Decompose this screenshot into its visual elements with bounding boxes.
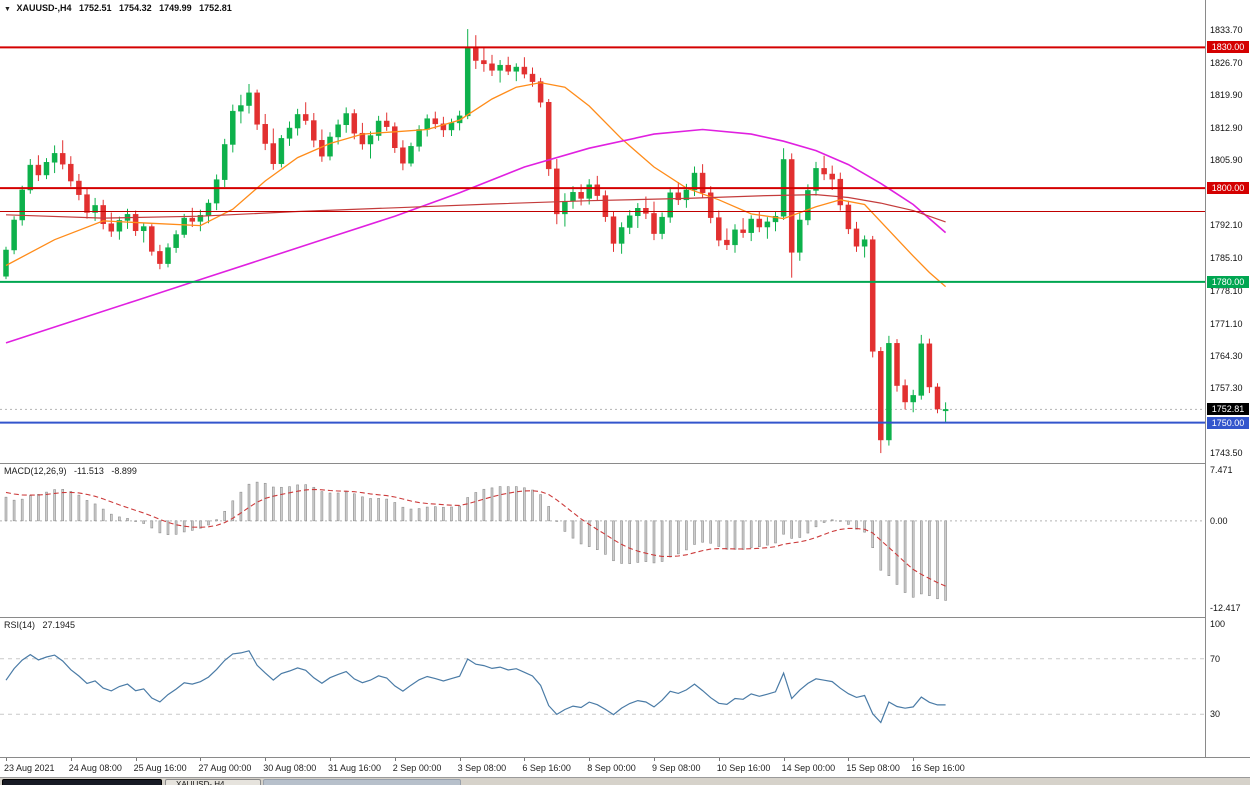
time-tick [70, 758, 72, 761]
time-tick [848, 758, 850, 761]
macd-pane[interactable]: MACD(12,26,9) -11.513 -8.899 [0, 463, 1205, 617]
time-label: 3 Sep 08:00 [457, 763, 507, 773]
macd-main-value: -11.513 [74, 466, 104, 476]
ohlc-high: 1754.32 [119, 3, 152, 13]
time-tick [524, 758, 526, 761]
time-label: 30 Aug 08:00 [263, 763, 317, 773]
chart-tab-bar: XAUUSD-,H4 [0, 777, 1250, 785]
axis-label: 1805.90 [1210, 155, 1243, 166]
time-label: 16 Sep 16:00 [911, 763, 965, 773]
macd-histogram [4, 481, 947, 601]
macd-indicator-label: MACD(12,26,9) -11.513 -8.899 [4, 466, 142, 476]
time-label: 14 Sep 00:00 [781, 763, 836, 773]
price-level-badge: 1750.00 [1207, 416, 1249, 429]
ma-mid-magenta [5, 128, 947, 344]
axis-label: 1771.10 [1210, 318, 1243, 329]
rsi-value: 27.1945 [42, 620, 76, 630]
time-tick [654, 758, 655, 761]
time-tick [330, 758, 331, 761]
price-level-badge: 1800.00 [1207, 182, 1249, 195]
chart-tab-active[interactable]: XAUUSD-,H4 [165, 779, 261, 785]
axis-label: 100 [1210, 619, 1226, 629]
candlestick-chart [0, 29, 1205, 454]
axis-label: 1764.30 [1210, 350, 1243, 361]
time-label: 2 Sep 00:00 [392, 763, 442, 773]
axis-label: 1819.90 [1210, 89, 1243, 100]
time-label: 27 Aug 00:00 [198, 763, 252, 773]
axis-label: 1743.50 [1210, 448, 1243, 459]
chart-tab[interactable] [2, 779, 162, 785]
axis-label: 1826.70 [1210, 57, 1243, 68]
pane-separator[interactable] [0, 617, 1250, 618]
time-label: 10 Sep 16:00 [716, 763, 771, 773]
rsi-chart [0, 650, 1205, 724]
axis-label: 1757.30 [1210, 383, 1243, 394]
price-level-badge: 1830.00 [1207, 41, 1249, 54]
time-tick [783, 758, 785, 761]
macd-name: MACD(12,26,9) [4, 466, 67, 476]
time-tick [913, 758, 915, 761]
time-label: 23 Aug 2021 [4, 763, 55, 773]
macd-signal-line [5, 488, 946, 587]
ohlc-open: 1752.51 [78, 3, 112, 13]
axis-label: 1833.70 [1210, 25, 1243, 36]
time-label: 9 Sep 08:00 [652, 763, 701, 773]
price-axis[interactable]: 1833.70 1826.70 1819.90 1812.90 1805.90 1792.… [1205, 0, 1250, 757]
price-level-badge: 1780.00 [1207, 275, 1249, 288]
axis-label: 1812.90 [1210, 122, 1243, 133]
time-label: 15 Sep 08:00 [846, 763, 900, 773]
rsi-line [5, 650, 946, 724]
time-tick [6, 758, 7, 761]
time-tick [459, 758, 461, 761]
time-label: 25 Aug 16:00 [133, 763, 187, 773]
axis-label: 1792.10 [1210, 220, 1243, 231]
axis-label: 0.00 [1210, 515, 1228, 526]
rsi-name: RSI(14) [4, 620, 36, 630]
time-label: 8 Sep 00:00 [587, 763, 636, 773]
ohlc-close: 1752.81 [199, 3, 232, 13]
time-label: 31 Aug 16:00 [328, 763, 382, 773]
candles-group [3, 29, 949, 454]
time-tick [200, 758, 202, 761]
price-chart-pane[interactable]: ▼ XAUUSD-,H4 1752.51 1754.32 1749.99 175… [0, 0, 1205, 463]
price-level-badge: 1752.81 [1207, 403, 1249, 416]
symbol-dropdown-icon[interactable]: ▼ [4, 6, 11, 13]
chart-tab[interactable] [263, 779, 461, 785]
time-tick [265, 758, 267, 761]
moving-averages-group [5, 81, 947, 344]
chart-tab-label: XAUUSD-,H4 [176, 780, 225, 785]
time-tick [394, 758, 396, 761]
ma-fast-orange [5, 81, 947, 288]
pane-separator[interactable] [0, 463, 1250, 464]
horizontal-levels-group [0, 46, 1205, 424]
rsi-indicator-label: RSI(14) 27.1945 [4, 620, 80, 630]
symbol-period-label: XAUUSD-,H4 [16, 3, 72, 13]
axis-label: 1778.10 [1210, 285, 1243, 296]
time-tick [589, 758, 591, 761]
macd-chart [0, 481, 1205, 601]
macd-signal-value: -8.899 [111, 466, 137, 476]
axis-label: 1785.10 [1210, 252, 1243, 263]
axis-label: 70 [1210, 653, 1221, 664]
time-label: 6 Sep 16:00 [522, 763, 571, 773]
chart-ohlc-header: ▼ XAUUSD-,H4 1752.51 1754.32 1749.99 175… [4, 3, 237, 13]
time-tick [135, 758, 137, 761]
ohlc-low: 1749.99 [159, 3, 192, 13]
time-tick [718, 758, 720, 761]
time-axis[interactable]: 23 Aug 2021 24 Aug 08:00 25 Aug 16:00 27 Au… [0, 757, 1250, 777]
ma-slow-red [5, 193, 946, 223]
time-label: 24 Aug 08:00 [68, 763, 122, 773]
rsi-pane[interactable]: RSI(14) 27.1945 [0, 617, 1205, 757]
axis-label: 7.471 [1210, 465, 1233, 475]
axis-label: -12.417 [1210, 603, 1241, 614]
axis-label: 30 [1210, 709, 1221, 720]
